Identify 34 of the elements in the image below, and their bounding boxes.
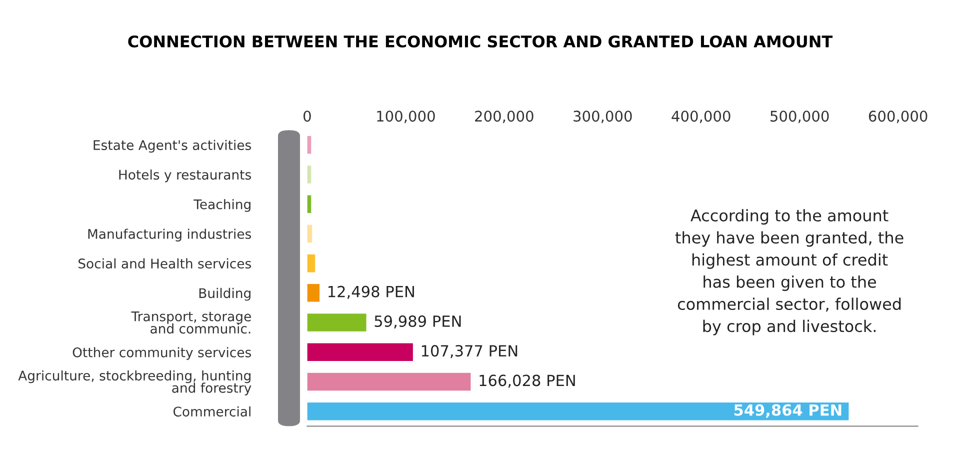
y-tick-label: Transport, storage and communic. [131,312,251,334]
bar [307,372,471,391]
bar [307,224,312,243]
y-tick-label: Hotels y restaurants [119,169,252,182]
bar [307,343,413,362]
y-tick-label: Agriculture, stockbreeding, hunting and forestry [18,370,252,396]
bar [307,284,320,302]
y-tick-label: Social and Health services [78,258,251,269]
x-tick-label: 300,000 [574,110,632,124]
x-tick-label: 200,000 [475,110,534,124]
y-tick-label: Building [199,288,250,301]
x-tick-label: 600,000 [868,110,928,124]
x-tick-label: 0 [304,110,311,122]
y-tick-label: Estate Agent's activities [94,140,252,153]
bar [307,254,316,272]
y-tick-label: Teaching [194,199,250,212]
data-label: 166,028 PEN [480,374,575,388]
bar [307,314,366,332]
x-tick-label: 500,000 [770,110,829,124]
bar [307,402,849,420]
chart-title: CONNECTION BETWEEN THE ECONOMIC SECTOR AND GRANTED LOAN AMOUNT [128,35,833,48]
annotation: According to the amount they have been granted, the highest amount of credit has been given to the commercial sector, followed by crop and livestock. [675,209,904,336]
y-tick-label: Commercial [173,406,250,417]
x-tick-label: 400,000 [672,110,730,124]
data-label: 549,864 PEN [734,404,842,418]
bar [307,166,312,184]
y-tick-label: Manufacturing industries [88,228,252,242]
data-label: 59,989 PEN [374,315,461,329]
x-tick-label: 100,000 [377,110,435,124]
data-label: 12,498 PEN [328,286,414,299]
y-tick-label: Otther community services [72,347,252,360]
bar [307,136,312,154]
data-label: 107,377 PEN [422,345,518,358]
bar [307,195,312,213]
